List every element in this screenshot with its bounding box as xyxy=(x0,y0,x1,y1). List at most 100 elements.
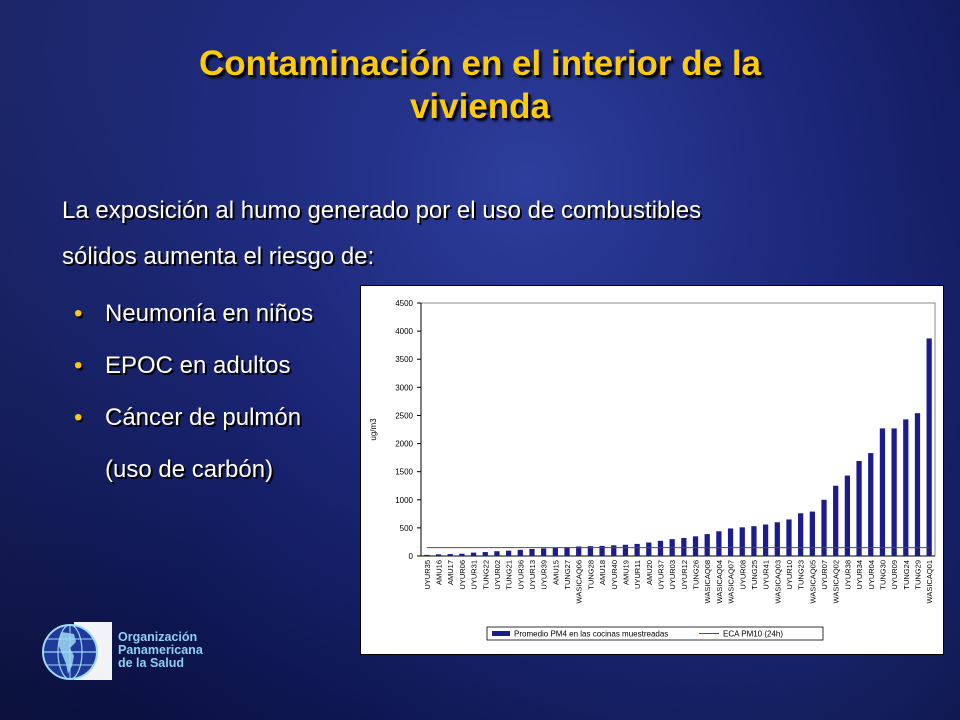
x-tick-label: UYUR12 xyxy=(680,560,689,590)
intro-line-1: La exposición al humo generado por el us… xyxy=(62,197,702,224)
x-tick-label: WASICAQ04 xyxy=(715,560,724,603)
x-tick-label: UYUR37 xyxy=(656,560,665,590)
x-tick-label: UYUR34 xyxy=(855,560,864,590)
y-tick-label: 0 xyxy=(409,552,414,561)
x-tick-label: WASICAQ01 xyxy=(925,560,934,603)
x-tick-label: UYUR35 xyxy=(423,560,432,590)
x-tick-label: UYUR07 xyxy=(820,560,829,590)
bar xyxy=(739,527,745,556)
x-tick-label: WASICAQ03 xyxy=(773,560,782,603)
x-tick-label: WASICAQ07 xyxy=(727,560,736,603)
x-tick-label: TUNG24 xyxy=(902,560,911,590)
x-tick-label: UYUR39 xyxy=(540,560,549,590)
x-tick-label: TUNG30 xyxy=(878,560,887,590)
x-tick-label: UYUR36 xyxy=(516,560,525,590)
bar xyxy=(657,540,664,556)
bar xyxy=(786,519,792,556)
bar xyxy=(903,419,909,556)
y-tick-label: 2000 xyxy=(395,440,413,449)
org-line-2: Panamericana xyxy=(118,643,203,657)
org-line-3: de la Salud xyxy=(118,656,184,670)
x-tick-label: AMU20 xyxy=(645,560,654,585)
x-tick-label: WASICAQ05 xyxy=(808,560,817,603)
x-tick-label: UYUR11 xyxy=(633,560,642,589)
title-line-2: vivienda xyxy=(409,87,551,126)
x-tick-label: TUNG23 xyxy=(797,560,806,590)
bullet-icon: • xyxy=(74,300,83,327)
x-tick-label: TUNG27 xyxy=(563,560,572,590)
bar xyxy=(879,428,886,556)
bar xyxy=(646,542,652,556)
list-item: (uso de carbón) xyxy=(74,444,374,496)
y-tick-label: 4500 xyxy=(395,299,413,308)
x-tick-label: UYUR06 xyxy=(458,560,467,590)
x-tick-label: UYUR10 xyxy=(785,560,794,590)
x-tick-label: UYUR08 xyxy=(738,560,747,590)
org-line-1: Organización xyxy=(118,630,198,644)
bar xyxy=(727,528,734,556)
bar xyxy=(541,548,547,556)
y-tick-label: 1500 xyxy=(395,468,413,477)
bar xyxy=(856,460,862,556)
bar xyxy=(914,413,921,556)
x-tick-label: UYUR40 xyxy=(610,560,619,590)
list-item: • EPOC en adultos xyxy=(74,340,374,392)
bar xyxy=(611,545,617,556)
bar xyxy=(622,544,629,556)
x-tick-label: AMU17 xyxy=(446,560,455,585)
bar xyxy=(681,538,687,556)
organization-name: Organización Panamericana de la Salud xyxy=(118,631,203,670)
intro-line-2: sólidos aumenta el riesgo de: xyxy=(62,243,375,270)
pm4-chart: 0 500 1000 1500 2000 2500 3000 3500 4000 4500 ug/m… xyxy=(360,285,944,655)
bar xyxy=(762,524,769,556)
bar xyxy=(891,428,897,556)
chart-canvas: 0 500 1000 1500 2000 2500 3000 3500 4000 4500 ug/m… xyxy=(369,299,936,641)
bar xyxy=(926,338,932,556)
y-tick-label: 3500 xyxy=(395,355,413,364)
legend-label: ECA PM10 (24h) xyxy=(723,630,783,639)
risk-list: • Neumonía en niños • EPOC en adultos • Cán… xyxy=(74,288,374,496)
x-tick-label: TUNG21 xyxy=(505,560,514,590)
x-tick-label: UYUR31 xyxy=(470,560,479,590)
legend-label: Promedio PM4 en las cocinas muestreadas xyxy=(514,630,668,639)
legend-box xyxy=(486,626,824,641)
bar xyxy=(599,545,605,556)
x-tick-label: AMU18 xyxy=(598,560,607,585)
bar xyxy=(751,526,757,556)
x-tick-label: UYUR03 xyxy=(668,560,677,590)
x-tick-label: UYUR41 xyxy=(762,560,771,590)
bar xyxy=(587,546,594,556)
x-tick-label: UYUR04 xyxy=(867,560,876,590)
y-axis-label: ug/m3 xyxy=(369,418,378,441)
x-tick-label: TUNG28 xyxy=(586,560,595,590)
x-tick-label: AMU16 xyxy=(435,560,444,585)
bar xyxy=(435,554,442,556)
bar xyxy=(868,453,874,556)
x-tick-label: TUNG25 xyxy=(750,560,759,590)
bar xyxy=(470,552,477,556)
bar xyxy=(821,499,827,556)
bar xyxy=(774,522,780,556)
bar xyxy=(634,543,640,556)
y-tick-label: 1000 xyxy=(395,496,413,505)
x-tick-label: AMU19 xyxy=(621,560,630,585)
bullet-icon: • xyxy=(74,404,83,431)
x-tick-label: TUNG22 xyxy=(481,560,490,590)
bullet-label: (uso de carbón) xyxy=(105,456,274,483)
y-tick-label: 2500 xyxy=(395,411,413,420)
list-item: • Cáncer de pulmón xyxy=(74,392,374,444)
list-item: • Neumonía en niños xyxy=(74,288,374,340)
bar xyxy=(529,548,535,556)
y-tick-label: 3000 xyxy=(395,383,413,392)
y-tick-label: 4000 xyxy=(395,327,413,336)
x-tick-label: UYUR09 xyxy=(890,560,899,590)
y-tick-label: 500 xyxy=(400,524,414,533)
bar xyxy=(798,513,804,556)
bar xyxy=(576,546,582,556)
x-tick-label: TUNG26 xyxy=(692,560,701,590)
x-tick-label: UYUR13 xyxy=(528,560,537,590)
title-line-1: Contaminación en el interior de la xyxy=(198,44,762,83)
bullet-icon: • xyxy=(74,352,83,379)
x-tick-label: UYUR38 xyxy=(843,560,852,590)
bar xyxy=(494,551,500,556)
